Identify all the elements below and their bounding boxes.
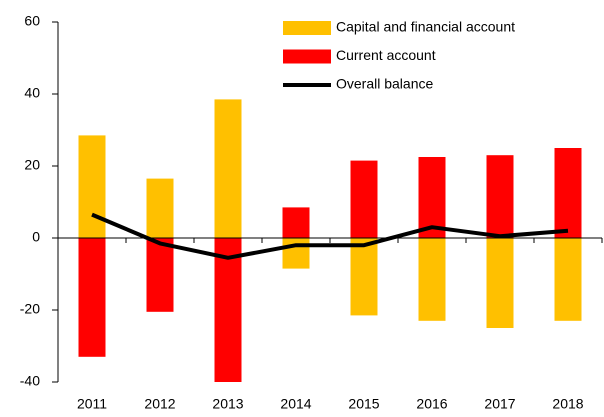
bar <box>78 135 106 238</box>
bar <box>554 238 582 321</box>
legend-label: Overall balance <box>336 76 433 92</box>
y-tick-label: 60 <box>24 13 40 29</box>
x-tick-label: 2013 <box>212 396 243 412</box>
y-tick-label: 40 <box>24 85 40 101</box>
bar <box>418 157 446 238</box>
x-tick-label: 2012 <box>144 396 175 412</box>
legend-swatch <box>283 49 331 64</box>
bar <box>214 238 242 382</box>
bar <box>350 160 378 238</box>
y-tick-label: 20 <box>24 157 40 173</box>
y-tick-label: -40 <box>20 373 40 389</box>
x-tick-label: 2015 <box>348 396 379 412</box>
bar <box>486 155 514 238</box>
line <box>91 212 569 260</box>
y-tick-label: -20 <box>20 301 40 317</box>
x-tick-label: 2017 <box>484 396 515 412</box>
bar <box>214 99 242 239</box>
bar <box>282 238 310 269</box>
bar <box>350 238 378 316</box>
bar <box>486 238 514 328</box>
legend-swatch <box>283 21 331 35</box>
legend-label: Current account <box>336 47 436 63</box>
y-tick-label: 0 <box>32 229 40 245</box>
x-tick-label: 2016 <box>416 396 447 412</box>
x-tick-label: 2018 <box>552 396 583 412</box>
bar <box>282 207 310 238</box>
legend-label: Capital and financial account <box>336 19 515 35</box>
x-tick-label: 2011 <box>77 396 107 412</box>
bar <box>554 148 582 238</box>
bar <box>418 238 446 321</box>
bar <box>146 238 174 312</box>
bar <box>78 238 106 357</box>
x-tick-label: 2014 <box>280 396 311 412</box>
bar <box>146 178 174 238</box>
